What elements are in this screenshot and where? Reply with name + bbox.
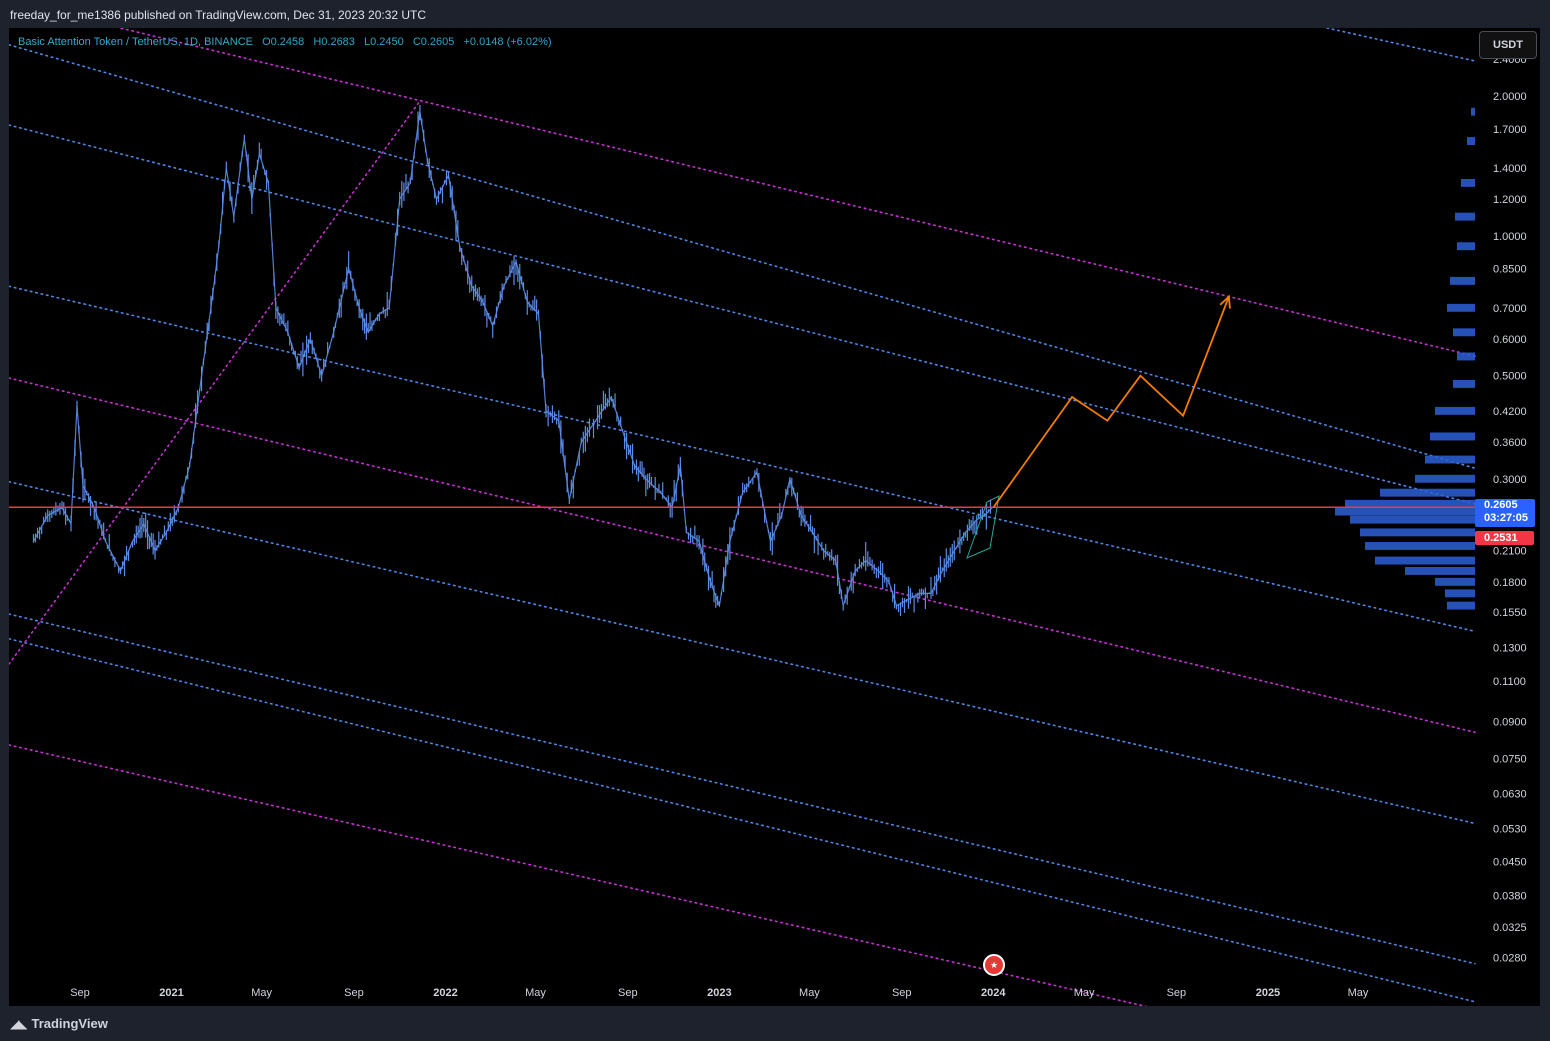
x-axis-tick-label: May bbox=[1074, 987, 1095, 999]
y-axis-tick-label: 0.3000 bbox=[1493, 474, 1527, 486]
y-axis-tick-label: 0.0280 bbox=[1493, 952, 1527, 964]
volume-profile-bar bbox=[1375, 556, 1475, 565]
publish-header: freeday_for_me1386 published on TradingV… bbox=[0, 0, 1550, 28]
volume-profile-bar bbox=[1405, 566, 1475, 575]
y-axis-tick-label: 0.8500 bbox=[1493, 264, 1527, 276]
y-axis-tick-label: 0.1100 bbox=[1493, 676, 1526, 688]
volume-profile-bar bbox=[1435, 406, 1475, 415]
volume-profile-bar bbox=[1457, 352, 1475, 361]
ohlc-change: +0.0148 (+6.02%) bbox=[463, 36, 552, 48]
channel-blue-4[interactable] bbox=[9, 480, 1476, 825]
x-axis-tick-label: Sep bbox=[344, 987, 364, 999]
volume-profile-bar bbox=[1457, 242, 1475, 251]
ohlc-close: C0.2605 bbox=[412, 36, 455, 48]
volume-profile-bar bbox=[1450, 276, 1475, 285]
publish-info: freeday_for_me1386 published on TradingV… bbox=[10, 8, 427, 22]
bar-countdown: 03:27:05 bbox=[1484, 512, 1529, 524]
last-price-tag: 0.2605 03:27:05 bbox=[1475, 499, 1535, 527]
symbol-legend: Basic Attention Token / TetherUS, 1D, BI… bbox=[18, 36, 558, 48]
pennant-pattern[interactable] bbox=[966, 495, 1000, 559]
y-axis-tick-label: 0.1800 bbox=[1493, 577, 1527, 589]
channel-blue-5[interactable] bbox=[9, 613, 1476, 965]
ohlc-open: O0.2458 bbox=[262, 36, 305, 48]
x-axis-tick-label: 2023 bbox=[707, 987, 731, 999]
tradingview-brand: TradingView bbox=[31, 1016, 108, 1031]
x-axis-tick-label: 2022 bbox=[433, 987, 457, 999]
volume-profile-bar bbox=[1461, 178, 1475, 187]
volume-profile-bar bbox=[1415, 474, 1475, 483]
volume-profile-bar bbox=[1335, 507, 1475, 516]
y-axis-tick-label: 0.0900 bbox=[1493, 717, 1527, 729]
y-axis-tick-label: 0.0530 bbox=[1493, 824, 1527, 836]
volume-profile-bar bbox=[1445, 589, 1475, 598]
y-axis-tick-label: 0.7000 bbox=[1493, 303, 1527, 315]
x-axis-tick-label: 2024 bbox=[981, 987, 1006, 999]
volume-profile-bar bbox=[1435, 577, 1475, 586]
x-axis-tick-label: May bbox=[525, 987, 546, 999]
symbol-name[interactable]: Basic Attention Token / TetherUS, 1D, BI… bbox=[18, 36, 253, 48]
y-axis-tick-label: 1.4000 bbox=[1493, 163, 1527, 175]
volume-profile-bar bbox=[1345, 499, 1475, 508]
channel-mid-magenta[interactable] bbox=[9, 377, 1476, 734]
tradingview-logo-icon: ◢◣ bbox=[10, 1016, 27, 1031]
projection-path[interactable] bbox=[992, 296, 1230, 509]
footer bbox=[0, 1006, 1550, 1041]
volume-profile-bar bbox=[1350, 515, 1475, 524]
x-axis-tick-label: 2025 bbox=[1256, 987, 1280, 999]
y-axis-tick-label: 1.2000 bbox=[1493, 194, 1527, 206]
volume-profile-bar bbox=[1430, 432, 1475, 441]
y-axis-tick-label: 0.0325 bbox=[1493, 922, 1527, 934]
rising-trendline-magenta[interactable] bbox=[9, 100, 421, 665]
volume-profile-bar bbox=[1425, 455, 1475, 464]
x-axis-tick-label: Sep bbox=[70, 987, 90, 999]
last-price: 0.2605 bbox=[1484, 499, 1518, 511]
y-axis-tick-label: 2.0000 bbox=[1493, 91, 1527, 103]
x-axis-tick-label: May bbox=[251, 987, 272, 999]
volume-profile-bar bbox=[1467, 137, 1475, 145]
y-axis-tick-label: 0.1300 bbox=[1493, 642, 1527, 654]
volume-profile-bar bbox=[1360, 528, 1475, 537]
volume-profile-bar bbox=[1380, 488, 1475, 497]
x-axis-tick-label: Sep bbox=[892, 987, 912, 999]
y-axis-tick-label: 0.1550 bbox=[1493, 607, 1527, 619]
y-axis-tick-label: 0.5000 bbox=[1493, 371, 1527, 383]
price-line-tag: 0.2531 bbox=[1475, 531, 1534, 545]
y-axis-tick-label: 0.6000 bbox=[1493, 334, 1527, 346]
channel-blue-3[interactable] bbox=[9, 285, 1476, 633]
volume-profile-bar bbox=[1447, 601, 1475, 610]
price-series-line[interactable] bbox=[32, 111, 993, 608]
channel-upper-magenta[interactable] bbox=[9, 28, 1476, 357]
y-axis-tick-label: 0.3600 bbox=[1493, 437, 1527, 449]
ohlc-high: H0.2683 bbox=[313, 36, 355, 48]
projection-arrowhead bbox=[1219, 294, 1231, 309]
us-flag-event-icon[interactable]: ★ bbox=[983, 954, 1005, 976]
x-axis-tick-label: May bbox=[799, 987, 820, 999]
volume-profile-bar bbox=[1455, 212, 1475, 221]
x-axis-tick-label: Sep bbox=[618, 987, 638, 999]
y-axis-tick-label: 0.0450 bbox=[1493, 857, 1527, 869]
ohlc-low: L0.2450 bbox=[363, 36, 404, 48]
x-axis-tick-label: May bbox=[1348, 987, 1369, 999]
volume-profile-bar bbox=[1447, 303, 1475, 312]
x-axis-tick-label: 2021 bbox=[159, 987, 183, 999]
volume-profile-bar bbox=[1453, 328, 1475, 337]
channel-blue-6[interactable] bbox=[9, 637, 1476, 1003]
y-axis-tick-label: 0.0630 bbox=[1493, 789, 1527, 801]
price-chart[interactable]: 2.40002.00001.70001.40001.20001.00000.85… bbox=[9, 28, 1540, 1006]
y-axis-tick-label: 1.7000 bbox=[1493, 124, 1527, 136]
y-axis-tick-label: 1.0000 bbox=[1493, 231, 1527, 243]
volume-profile-bar bbox=[1453, 379, 1475, 388]
channel-blue-top[interactable] bbox=[1326, 28, 1476, 62]
volume-profile-bar bbox=[1471, 107, 1475, 116]
volume-profile-bar bbox=[1365, 542, 1475, 550]
channel-lower-magenta[interactable] bbox=[9, 744, 1475, 1006]
tradingview-logo[interactable]: ◢◣ TradingView bbox=[10, 1016, 108, 1031]
currency-button[interactable]: USDT bbox=[1479, 31, 1537, 59]
y-axis-tick-label: 0.4200 bbox=[1493, 406, 1527, 418]
y-axis-tick-label: 0.2100 bbox=[1493, 546, 1527, 558]
y-axis-tick-label: 0.0380 bbox=[1493, 891, 1527, 903]
channel-blue-1[interactable] bbox=[9, 43, 1476, 470]
x-axis-tick-label: Sep bbox=[1167, 987, 1187, 999]
y-axis-tick-label: 0.0750 bbox=[1493, 753, 1527, 765]
